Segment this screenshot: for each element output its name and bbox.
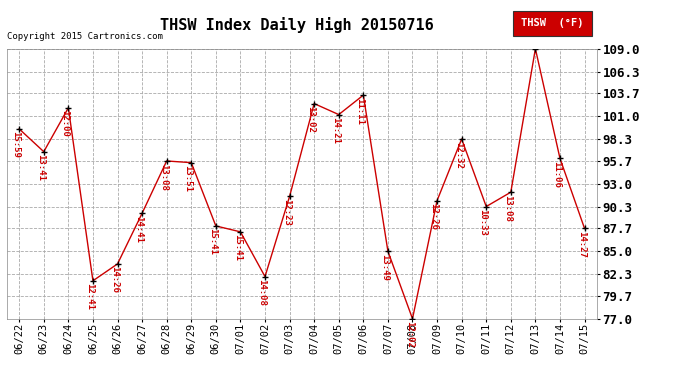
Text: Copyright 2015 Cartronics.com: Copyright 2015 Cartronics.com — [7, 32, 163, 41]
Text: THSW  (°F): THSW (°F) — [521, 18, 584, 28]
Text: 14:21: 14:21 — [331, 117, 340, 144]
Text: 14:08: 14:08 — [257, 279, 266, 306]
Text: 13:41: 13:41 — [36, 154, 45, 181]
Text: 13:08: 13:08 — [503, 195, 512, 222]
Text: 14:27: 14:27 — [577, 231, 586, 258]
Text: 12:41: 12:41 — [85, 284, 94, 310]
Text: 11:06: 11:06 — [552, 161, 561, 188]
Text: 12:32: 12:32 — [454, 142, 463, 168]
Text: 10:33: 10:33 — [478, 209, 487, 236]
Text: 13:51: 13:51 — [184, 165, 193, 192]
Text: THSW Index Daily High 20150716: THSW Index Daily High 20150716 — [160, 17, 433, 33]
Text: 14:26: 14:26 — [110, 266, 119, 293]
Text: 15:41: 15:41 — [233, 234, 241, 261]
Text: 12:23: 12:23 — [282, 199, 290, 226]
Text: 15:41: 15:41 — [208, 228, 217, 255]
Text: 11:11: 11:11 — [355, 98, 364, 124]
Text: 13:49: 13:49 — [380, 254, 389, 280]
Text: 12:00: 12:00 — [61, 110, 70, 137]
Text: 15:59: 15:59 — [12, 132, 21, 158]
Text: 12:26: 12:26 — [429, 203, 438, 230]
Text: 13:08: 13:08 — [159, 164, 168, 190]
Text: 12:02: 12:02 — [405, 321, 414, 348]
Text: 14:41: 14:41 — [135, 216, 144, 243]
Text: 13:02: 13:02 — [306, 106, 315, 133]
